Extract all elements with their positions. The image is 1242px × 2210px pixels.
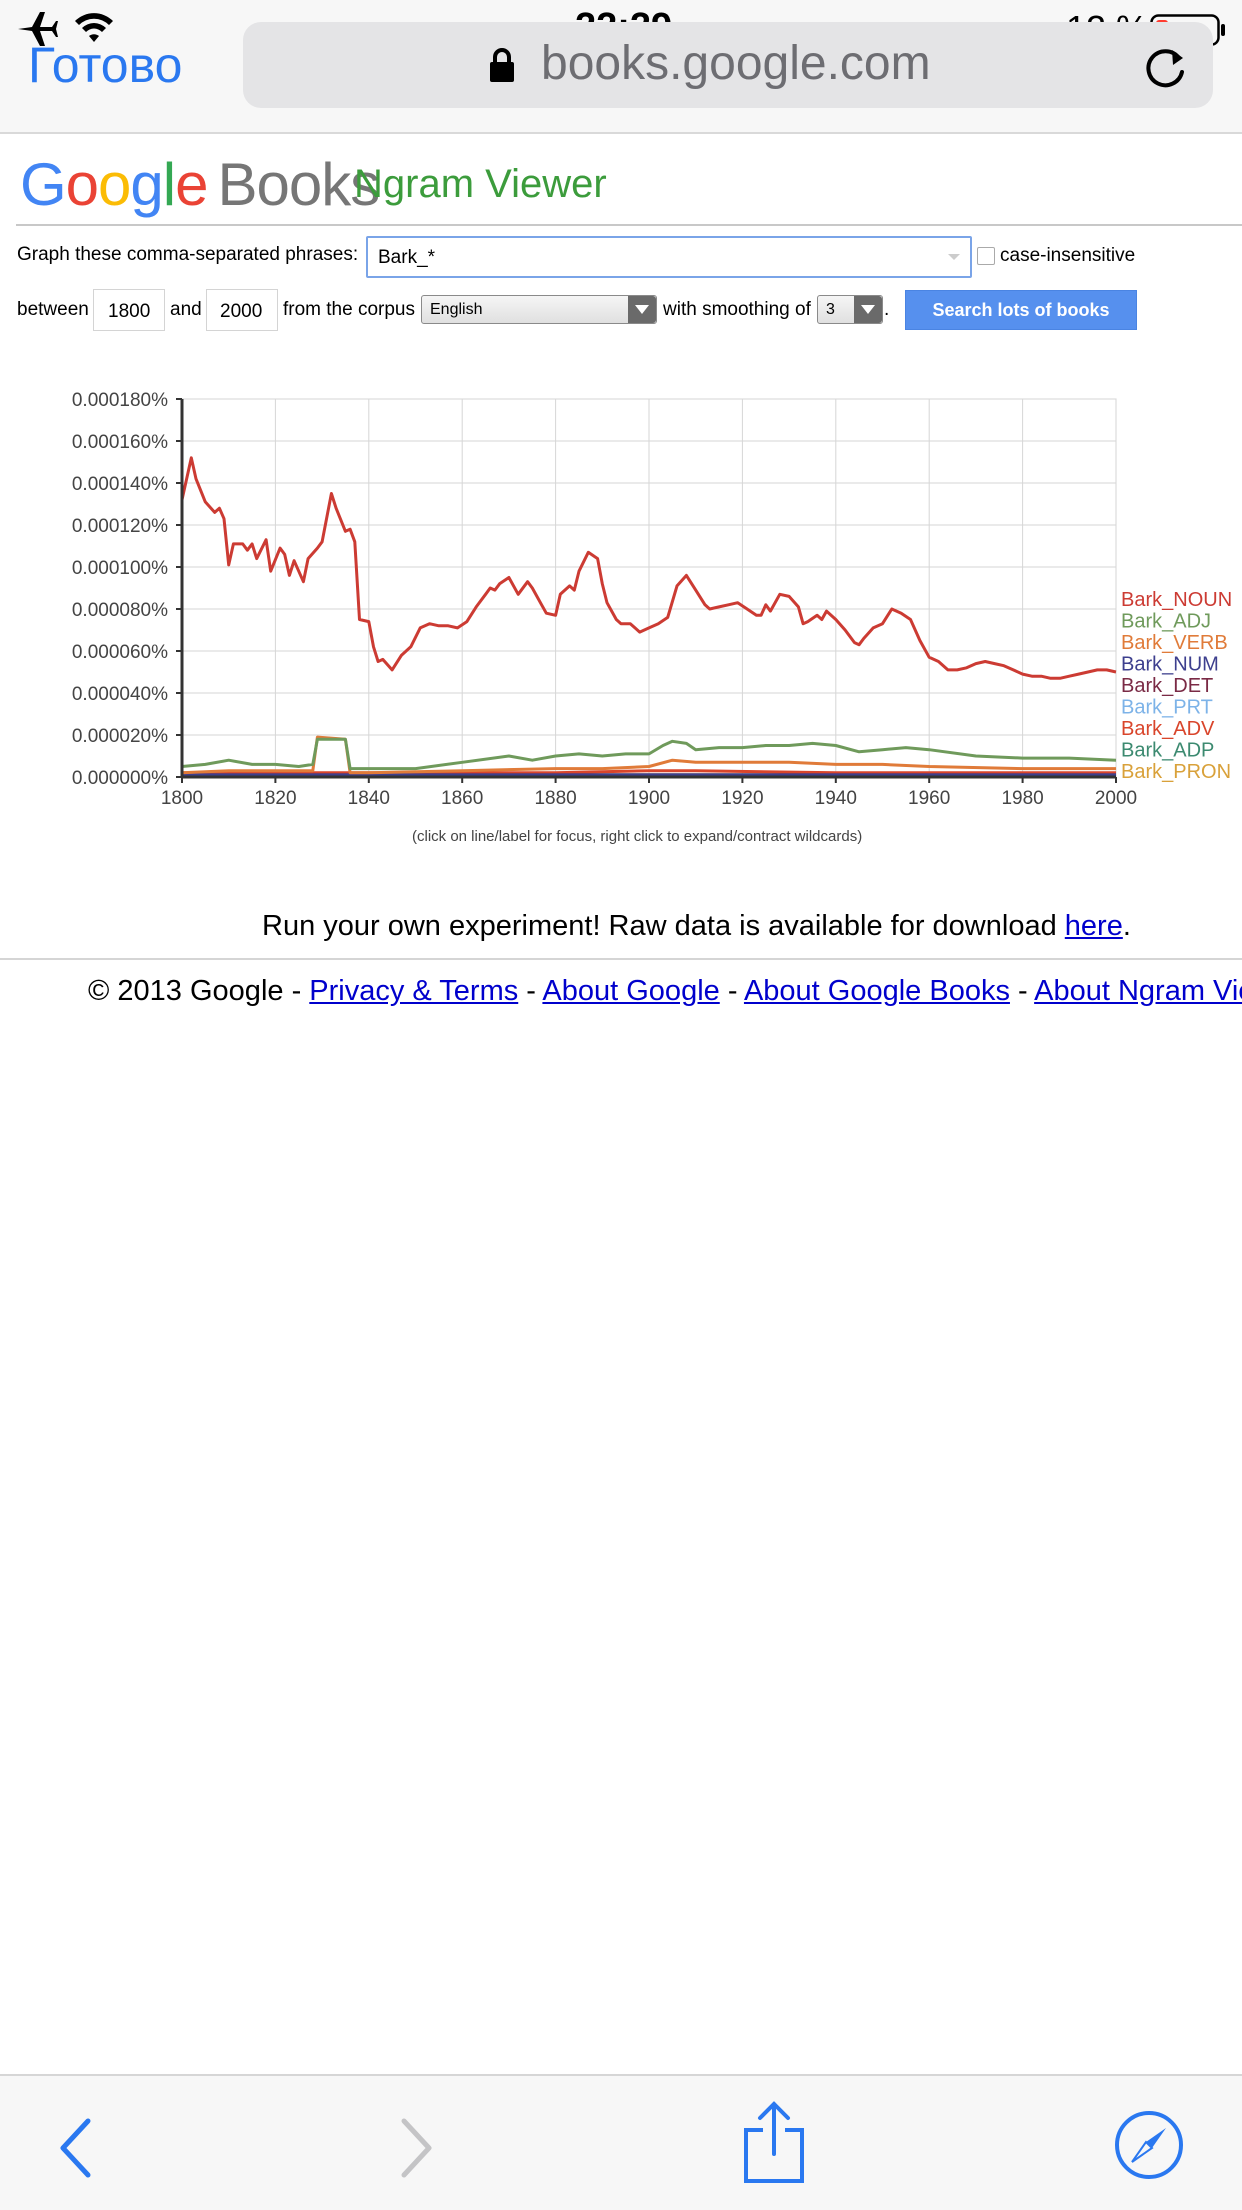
browser-bottom-toolbar: [0, 2074, 1242, 2210]
books-wordmark: Books: [217, 151, 381, 218]
y-tick-label: 0.000060%: [72, 642, 168, 663]
year-start-value: 1800: [108, 301, 151, 322]
y-tick-label: 0.000080%: [72, 600, 168, 621]
legend-label[interactable]: Bark_PRT: [1121, 697, 1213, 719]
x-tick-label: 1800: [161, 788, 203, 809]
reload-icon[interactable]: [1143, 42, 1189, 90]
chevron-down-icon: [854, 296, 882, 323]
y-tick-label: 0.000100%: [72, 558, 168, 579]
corpus-select[interactable]: English: [421, 295, 657, 324]
raw-data-text: Run your own experiment! Raw data is ava…: [262, 910, 1065, 942]
case-insensitive-checkbox[interactable]: [977, 247, 995, 265]
logo-letter: o: [98, 151, 131, 218]
period-label: .: [884, 299, 890, 320]
x-tick-label: 1940: [815, 788, 857, 809]
logo-letter: G: [20, 151, 67, 218]
phrase-input[interactable]: Bark_*: [366, 236, 972, 278]
y-tick-label: 0.000040%: [72, 684, 168, 705]
forward-icon[interactable]: [398, 2118, 434, 2178]
address-bar[interactable]: books.google.com: [243, 22, 1213, 108]
footer-separator: -: [1009, 975, 1035, 1007]
between-label: between: [17, 299, 89, 320]
x-tick-label: 1860: [441, 788, 483, 809]
browser-top-bar: 22:29 12 % books.google.com Готово: [0, 0, 1242, 134]
done-button[interactable]: Готово: [28, 37, 183, 93]
series-line-bark-noun[interactable]: [180, 456, 1117, 680]
chart-note: (click on line/label for focus, right cl…: [412, 828, 863, 845]
year-start-input[interactable]: 1800: [93, 289, 165, 331]
wifi-icon: [75, 13, 113, 42]
legend-label[interactable]: Bark_NUM: [1121, 654, 1219, 676]
legend-label[interactable]: Bark_PRON: [1121, 761, 1231, 783]
y-tick-label: 0.000020%: [72, 726, 168, 747]
legend-label[interactable]: Bark_VERB: [1121, 632, 1228, 654]
share-icon[interactable]: [743, 2100, 805, 2184]
chevron-down-icon: [628, 296, 656, 323]
url-text: books.google.com: [541, 37, 931, 90]
x-tick-label: 1900: [628, 788, 670, 809]
case-insensitive-label: case-insensitive: [1000, 245, 1136, 266]
phrase-dropdown-icon[interactable]: [948, 254, 960, 260]
and-label: and: [170, 299, 202, 320]
logo-letter: o: [65, 151, 99, 218]
y-tick-label: 0.000120%: [72, 516, 168, 537]
copyright-text: © 2013 Google -: [88, 975, 310, 1007]
smoothing-label: with smoothing of: [663, 299, 811, 320]
legend-label[interactable]: Bark_NOUN: [1121, 589, 1232, 611]
smoothing-select-value: 3: [826, 301, 835, 318]
year-end-value: 2000: [220, 301, 263, 322]
footer-divider: [0, 958, 1242, 960]
legend-label[interactable]: Bark_DET: [1121, 675, 1213, 697]
header-divider: [16, 224, 1242, 226]
x-tick-label: 2000: [1095, 788, 1137, 809]
series-line-bark-adj[interactable]: [181, 737, 1117, 771]
raw-data-link[interactable]: here: [1064, 910, 1123, 942]
about-google-link[interactable]: About Google: [542, 975, 720, 1007]
series-line-bark-adv[interactable]: [182, 769, 1116, 775]
x-tick-label: 1840: [348, 788, 390, 809]
ngram-chart[interactable]: 0.000000% 0.000020% 0.000040% 0.000060% 0.00…: [0, 370, 1242, 860]
logo-letter: g: [130, 151, 163, 218]
footer: © 2013 Google - Privacy & Terms - About …: [88, 975, 1242, 1008]
phrases-label: Graph these comma-separated phrases:: [17, 244, 359, 265]
logo-letter: e: [175, 151, 208, 218]
privacy-terms-link[interactable]: Privacy & Terms: [309, 975, 519, 1007]
search-button[interactable]: Search lots of books: [905, 290, 1137, 330]
compass-icon[interactable]: [1114, 2110, 1184, 2180]
footer-separator: -: [518, 975, 543, 1007]
x-tick-label: 1980: [1001, 788, 1043, 809]
legend-label[interactable]: Bark_ADP: [1121, 740, 1214, 762]
x-tick-label: 1820: [254, 788, 296, 809]
x-tick-label: 1920: [721, 788, 763, 809]
logo-letter: l: [162, 151, 176, 218]
about-google-books-link[interactable]: About Google Books: [743, 975, 1010, 1007]
phrase-input-value: Bark_*: [378, 247, 436, 268]
back-icon[interactable]: [58, 2118, 94, 2178]
about-ngram-viewer-link[interactable]: About Ngram Vie: [1034, 975, 1242, 1007]
corpus-label: from the corpus: [283, 299, 415, 320]
y-tick-label: 0.000140%: [72, 474, 168, 495]
y-tick-label: 0.000180%: [72, 390, 168, 411]
footer-separator: -: [719, 975, 744, 1007]
y-tick-label: 0.000160%: [72, 432, 168, 453]
smoothing-select[interactable]: 3: [817, 295, 883, 324]
page-title: Ngram Viewer: [354, 162, 607, 206]
x-tick-label: 1960: [908, 788, 950, 809]
google-books-logo[interactable]: Google Books: [20, 150, 381, 219]
legend-label[interactable]: Bark_ADV: [1121, 718, 1215, 740]
airplane-mode-icon: [18, 12, 58, 46]
raw-data-period: .: [1122, 910, 1131, 942]
raw-data-line: Run your own experiment! Raw data is ava…: [262, 910, 1131, 943]
legend-label[interactable]: Bark_ADJ: [1121, 611, 1211, 633]
year-end-input[interactable]: 2000: [206, 289, 278, 331]
y-tick-label: 0.000000%: [72, 768, 168, 789]
lock-icon: [490, 48, 514, 82]
x-tick-label: 1880: [534, 788, 576, 809]
corpus-select-value: English: [430, 301, 483, 318]
